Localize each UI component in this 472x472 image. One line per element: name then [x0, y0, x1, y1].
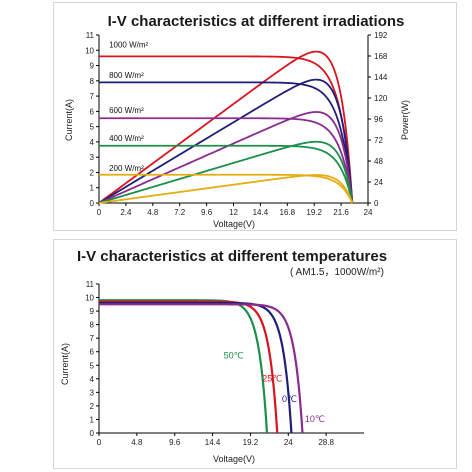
chart2-series-label-2: 25℃ — [262, 374, 282, 384]
chart1-y-tick-label: 3 — [90, 153, 95, 162]
chart2-title: I-V characteristics at different tempera… — [77, 248, 387, 265]
chart2-x-tick-label: 19.2 — [243, 438, 259, 447]
chart2-y-tick-label: 6 — [90, 348, 95, 357]
chart2-x-tick-label: 9.6 — [169, 438, 181, 447]
chart1-x-tick-label: 21.6 — [333, 208, 349, 217]
chart2-y-tick-label: 11 — [86, 280, 95, 289]
chart2-line-1 — [99, 299, 269, 434]
chart1-y2-tick-label: 0 — [374, 199, 379, 208]
chart1-y-tick-label: 10 — [85, 46, 94, 55]
chart1-x-axis-label: Voltage(V) — [213, 219, 255, 229]
chart1-y2-tick-label: 96 — [374, 115, 383, 124]
chart1-y2-axis-label: Power(W) — [400, 100, 410, 140]
chart1-y2-tick-label: 144 — [374, 73, 388, 82]
chart1-y2-tick-label: 72 — [374, 136, 383, 145]
chart1-x-tick-label: 14.4 — [253, 208, 269, 217]
chart1-current-line-3 — [99, 117, 354, 204]
chart1-x-tick-label: 19.2 — [306, 208, 322, 217]
chart2-x-tick-label: 14.4 — [205, 438, 221, 447]
chart1-series-label-3: 600 W/m² — [109, 106, 144, 115]
chart1-x-tick-label: 4.8 — [147, 208, 159, 217]
chart1-series-group: 1000 W/m² 800 W/m² 600 W/m² 400 W/m² 200 W/m… — [98, 40, 354, 204]
chart2-x-tick-label: 28.8 — [318, 438, 334, 447]
chart1-power-line-5 — [98, 174, 354, 204]
chart1-power-line-1 — [98, 50, 354, 204]
chart2-y-tick-label: 4 — [90, 375, 95, 384]
chart2-y-tick-label: 3 — [90, 388, 95, 397]
chart1-y-tick-label: 4 — [90, 138, 95, 147]
chart2-x-tick-label: 4.8 — [131, 438, 143, 447]
chart1-x-tick-label: 24 — [364, 208, 373, 217]
chart1-current-line-5 — [99, 173, 354, 204]
chart1-y-tick-label: 0 — [90, 199, 95, 208]
chart1-y-tick-label: 11 — [86, 31, 95, 40]
chart1-y-tick-label: 9 — [90, 62, 95, 71]
chart1-y2-tick-label: 168 — [374, 52, 388, 61]
chart2-y-tick-label: 10 — [85, 294, 94, 303]
chart1-title: I-V characteristics at different irradia… — [108, 13, 405, 30]
chart1-power-line-3 — [98, 111, 354, 204]
temperature-chart-panel — [53, 239, 457, 469]
chart2-y-tick-label: 5 — [90, 361, 95, 370]
chart1-x-tick-label: 16.8 — [280, 208, 296, 217]
chart1-current-line-4 — [99, 144, 354, 204]
chart1-series-label-2: 800 W/m² — [109, 71, 144, 80]
chart2-axes: 0 4.8 9.6 14.4 19.2 24 28.8 0 1 2 3 4 5 6 7 8 9 10 11 — [85, 280, 364, 447]
chart2-y-axis-label: Current(A) — [60, 343, 70, 385]
chart2-x-tick-label: 24 — [284, 438, 293, 447]
chart2-y-tick-label: 0 — [90, 429, 95, 438]
chart1-y-tick-label: 7 — [90, 92, 95, 101]
chart1-current-line-2 — [99, 81, 354, 204]
chart2-y-tick-label: 8 — [90, 321, 95, 330]
chart2-series-label-4: 10℃ — [305, 414, 325, 424]
chart2-line-2 — [99, 300, 279, 434]
chart2-x-tick-label: 0 — [97, 438, 102, 447]
chart1-y-tick-label: 6 — [90, 107, 95, 116]
chart2-y-tick-label: 1 — [90, 415, 95, 424]
chart1-x-tick-label: 7.2 — [174, 208, 186, 217]
chart1-power-line-2 — [98, 78, 354, 204]
chart1-x-tick-label: 9.6 — [201, 208, 213, 217]
chart2-series-group: 50℃ 25℃0℃ 10℃ — [99, 299, 325, 434]
chart1-y2-tick-label: 24 — [374, 178, 383, 187]
chart2-y-tick-label: 9 — [90, 307, 95, 316]
chart1-x-tick-label: 12 — [229, 208, 238, 217]
chart1-y-tick-label: 8 — [90, 77, 95, 86]
chart1-y2-tick-label: 120 — [374, 94, 388, 103]
chart1-series-label-1: 1000 W/m² — [109, 40, 148, 49]
chart1-y-tick-label: 1 — [90, 184, 95, 193]
chart1-y2-tick-label: 48 — [374, 157, 383, 166]
chart2-y-tick-label: 7 — [90, 334, 95, 343]
chart1-y2-tick-label: 192 — [374, 31, 388, 40]
chart1-y-tick-label: 2 — [90, 168, 95, 177]
chart1-current-line-1 — [99, 55, 354, 204]
chart2-y-tick-label: 2 — [90, 402, 95, 411]
chart1-y-axis-label: Current(A) — [64, 99, 74, 141]
chart2-series-label-3: 0℃ — [282, 394, 297, 404]
chart1-power-line-4 — [98, 140, 354, 204]
chart2-series-label-1: 50℃ — [224, 351, 244, 361]
chart1-x-tick-label: 2.4 — [120, 208, 132, 217]
chart1-series-label-5: 200 W/m² — [109, 164, 144, 173]
chart2-x-axis-label: Voltage(V) — [213, 454, 255, 464]
chart1-axes: 0 2.4 4.8 7.2 9.6 12 14.4 16.8 19.2 21.6 240123456… — [85, 31, 388, 217]
chart1-series-label-4: 400 W/m² — [109, 134, 144, 143]
chart2-line-4 — [99, 303, 304, 434]
chart1-x-tick-label: 0 — [97, 208, 102, 217]
chart2-subtitle: ( AM1.5，1000W/m²) — [290, 267, 384, 278]
chart1-y-tick-label: 5 — [90, 123, 95, 132]
